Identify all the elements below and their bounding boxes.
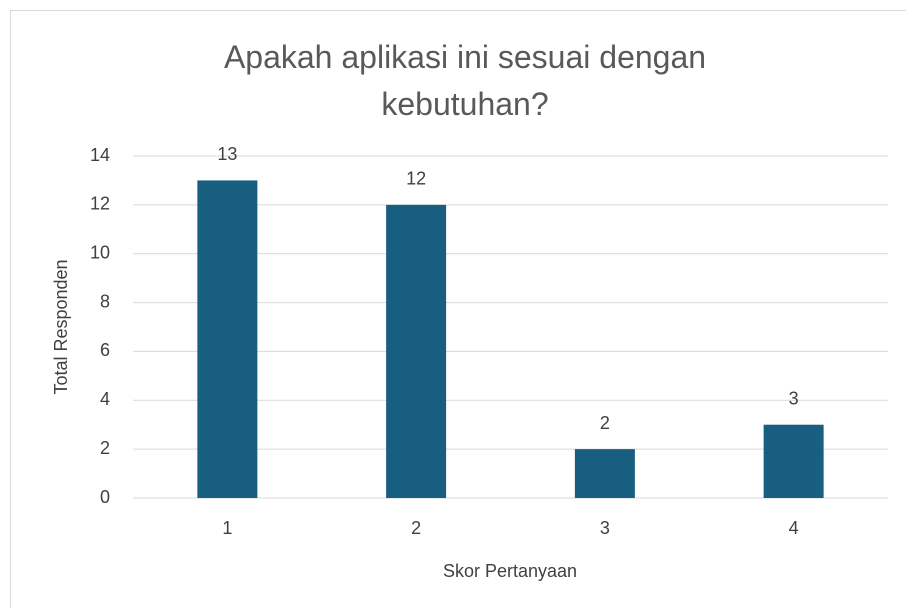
y-tick-label: 12 (90, 194, 110, 214)
y-tick-label: 8 (100, 291, 110, 311)
y-tick-label: 6 (100, 340, 110, 360)
x-tick-label: 3 (600, 518, 610, 538)
x-tick-label: 1 (222, 518, 232, 538)
chart-title: Apakah aplikasi ini sesuai dengan kebutu… (223, 39, 707, 122)
chart-frame (10, 10, 906, 608)
value-label: 3 (789, 388, 799, 408)
y-tick-label: 0 (100, 487, 110, 507)
y-tick-label: 4 (100, 389, 110, 409)
x-axis-label: Skor Pertanyaan (443, 561, 577, 581)
y-tick-label: 14 (90, 145, 110, 165)
value-label: 13 (217, 144, 237, 164)
bar (197, 180, 258, 498)
bar (386, 204, 447, 498)
y-axis-label: Total Responden (51, 259, 71, 394)
value-label: 2 (600, 413, 610, 433)
y-tick-label: 2 (100, 438, 110, 458)
x-tick-label: 4 (789, 518, 799, 538)
bar (574, 449, 635, 498)
value-label: 12 (406, 169, 426, 189)
bar (763, 424, 824, 498)
x-tick-label: 2 (411, 518, 421, 538)
y-tick-label: 10 (90, 242, 110, 262)
